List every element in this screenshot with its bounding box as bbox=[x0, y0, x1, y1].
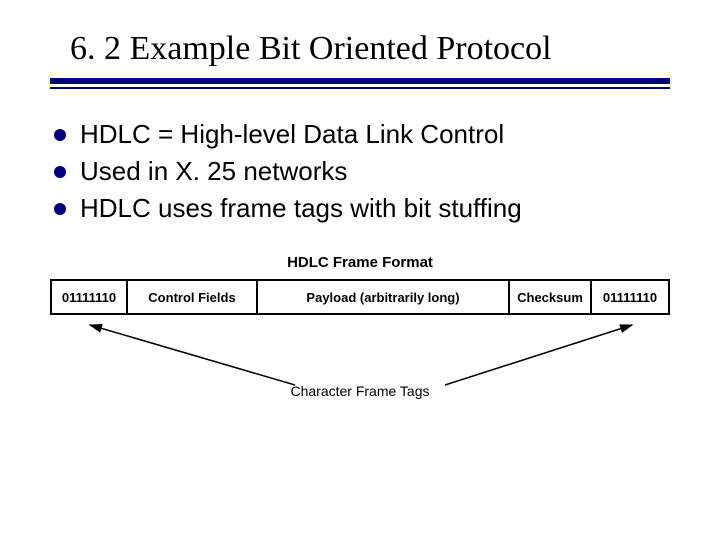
bullet-list: HDLC = High-level Data Link Control Used… bbox=[50, 119, 670, 224]
bullet-icon bbox=[54, 129, 66, 141]
frame-cell-start-flag: 01111110 bbox=[52, 281, 128, 313]
frame-cell-payload: Payload (arbitrarily long) bbox=[258, 281, 510, 313]
bullet-item: Used in X. 25 networks bbox=[50, 156, 670, 187]
bullet-icon bbox=[54, 166, 66, 178]
frame-format-area: HDLC Frame Format 01111110 Control Field… bbox=[50, 254, 670, 409]
title-rule-thin bbox=[50, 87, 670, 89]
bullet-item: HDLC uses frame tags with bit stuffing bbox=[50, 193, 670, 224]
bullet-icon bbox=[54, 203, 66, 215]
frame-format-title: HDLC Frame Format bbox=[50, 254, 670, 271]
bullet-text: HDLC uses frame tags with bit stuffing bbox=[80, 193, 522, 224]
frame-cell-checksum: Checksum bbox=[510, 281, 592, 313]
bullet-text: HDLC = High-level Data Link Control bbox=[80, 119, 504, 150]
bullet-text: Used in X. 25 networks bbox=[80, 156, 347, 187]
slide: 6. 2 Example Bit Oriented Protocol HDLC … bbox=[0, 0, 720, 540]
frame-cell-control: Control Fields bbox=[128, 281, 258, 313]
frame-table: 01111110 Control Fields Payload (arbitra… bbox=[50, 279, 670, 315]
frame-caption: Character Frame Tags bbox=[50, 383, 670, 399]
slide-title: 6. 2 Example Bit Oriented Protocol bbox=[70, 30, 670, 68]
title-rule-thick bbox=[50, 78, 670, 84]
bullet-item: HDLC = High-level Data Link Control bbox=[50, 119, 670, 150]
frame-cell-end-flag: 01111110 bbox=[592, 281, 668, 313]
frame-arrows: Character Frame Tags bbox=[50, 319, 670, 409]
